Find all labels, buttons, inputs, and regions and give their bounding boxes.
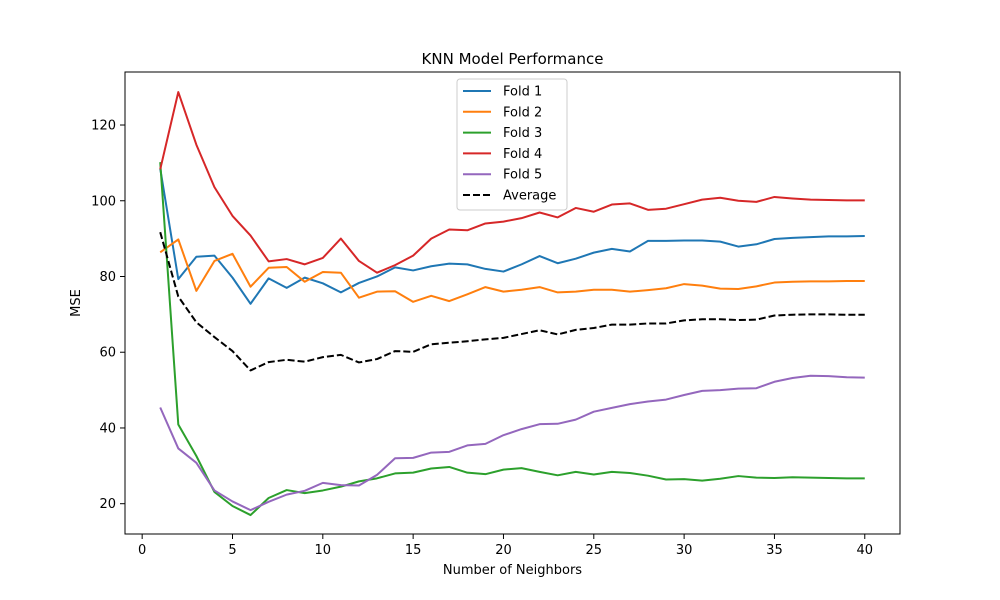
- y-tick-label: 120: [91, 119, 116, 134]
- x-tick-label: 25: [586, 543, 603, 558]
- plot-frame: [124, 71, 901, 535]
- y-tick-label: 40: [99, 421, 116, 436]
- legend-label-fold-4: Fold 4: [503, 147, 542, 162]
- x-axis-label: Number of Neighbors: [443, 563, 582, 578]
- y-axis-label: MSE: [69, 289, 84, 317]
- y-tick-label: 80: [99, 270, 116, 285]
- series-layer: [159, 91, 865, 517]
- series-line-fold-3: [159, 162, 865, 517]
- series-line-fold-2: [159, 238, 865, 303]
- x-tick-label: 20: [495, 543, 512, 558]
- y-tick-label: 20: [99, 497, 116, 512]
- x-tick-label: 0: [138, 543, 146, 558]
- x-tick-label: 15: [405, 543, 422, 558]
- x-tick-label: 10: [315, 543, 332, 558]
- x-tick-label: 35: [766, 543, 783, 558]
- chart-title: KNN Model Performance: [422, 50, 604, 68]
- series-line-fold-1: [159, 168, 865, 305]
- y-tick-label: 100: [91, 194, 116, 209]
- x-tick-label: 30: [676, 543, 693, 558]
- legend-entries: Fold 1 Fold 2 Fold 3 Fold 4 Fold 5 Average: [463, 85, 556, 204]
- x-tick-label: 5: [228, 543, 236, 558]
- legend-label-fold-5: Fold 5: [503, 168, 542, 183]
- y-ticks: 20 40 60 80 100 120: [91, 119, 125, 512]
- series-line-fold-5: [159, 374, 865, 512]
- legend: Fold 1 Fold 2 Fold 3 Fold 4 Fold 5 Average: [456, 78, 568, 211]
- series-line-average: [159, 231, 865, 372]
- x-tick-label: 40: [856, 543, 873, 558]
- y-tick-label: 60: [99, 346, 116, 361]
- legend-label-fold-1: Fold 1: [503, 85, 542, 100]
- legend-label-fold-2: Fold 2: [503, 105, 542, 120]
- x-ticks: 0 5 10 15 20 25 30 35 40: [138, 534, 873, 558]
- legend-label-average: Average: [503, 189, 556, 204]
- series-line-fold-4: [159, 91, 865, 274]
- legend-label-fold-3: Fold 3: [503, 126, 542, 141]
